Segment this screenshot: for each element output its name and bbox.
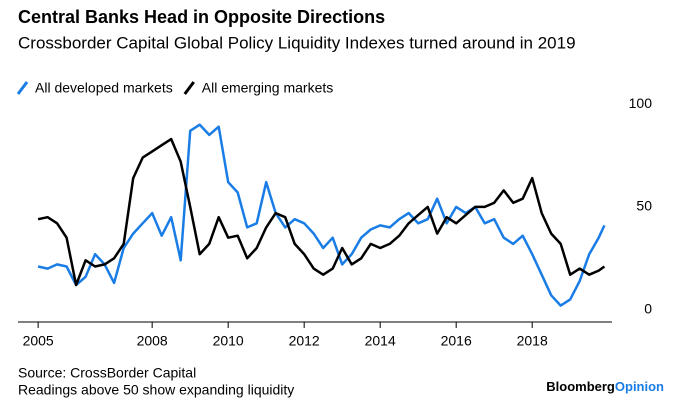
series-line — [37, 123, 606, 307]
legend-swatch — [16, 81, 29, 95]
series-line — [37, 137, 606, 287]
chart-title: Central Banks Head in Opposite Direction… — [18, 7, 385, 27]
legend-label: All developed markets — [35, 80, 173, 96]
legend-swatch — [183, 81, 195, 95]
brand-suffix: Opinion — [615, 379, 664, 394]
y-tick-label: 100 — [629, 95, 653, 111]
brand-name: Bloomberg — [546, 379, 615, 394]
x-tick-label: 2012 — [289, 333, 320, 349]
x-tick-label: 2016 — [441, 333, 472, 349]
note: Readings above 50 show expanding liquidi… — [18, 382, 294, 398]
legend-label: All emerging markets — [202, 80, 334, 96]
x-tick-label: 2018 — [517, 333, 548, 349]
chart-subtitle: Crossborder Capital Global Policy Liquid… — [18, 33, 576, 52]
brand: BloombergOpinion — [546, 379, 664, 394]
y-tick-label: 0 — [644, 300, 652, 316]
x-tick-label: 2005 — [23, 333, 54, 349]
y-tick-label: 50 — [636, 198, 652, 214]
x-tick-label: 2010 — [213, 333, 244, 349]
x-tick-label: 2008 — [137, 333, 168, 349]
x-tick-label: 2014 — [365, 333, 396, 349]
source: Source: CrossBorder Capital — [18, 365, 196, 381]
